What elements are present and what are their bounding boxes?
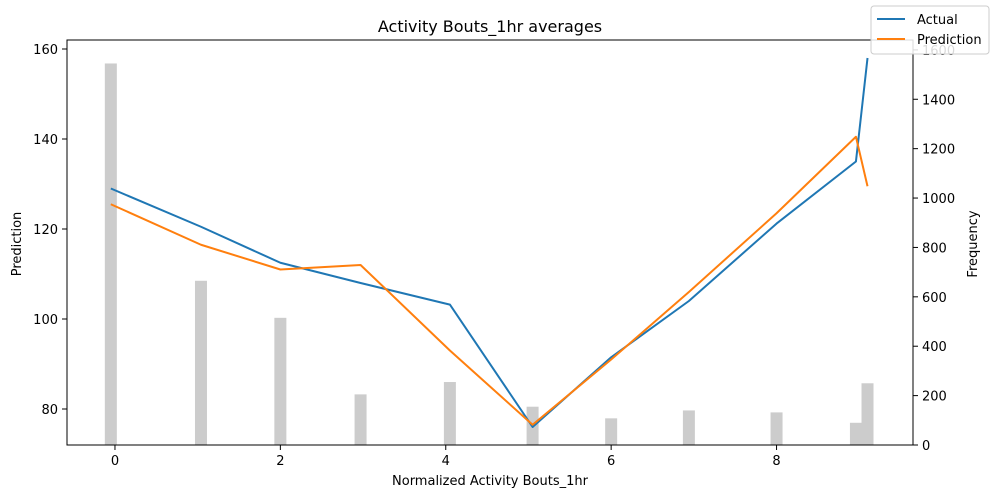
x-tick-label: 4: [442, 454, 450, 469]
chart-title: Activity Bouts_1hr averages: [378, 17, 602, 37]
plot-frame: [66, 39, 914, 446]
y-tick-label: 120: [33, 223, 58, 238]
y-axis-ticks: 80 100 120 140 160: [33, 43, 67, 418]
x-tick-label: 0: [111, 454, 119, 469]
legend-label-actual: Actual: [917, 13, 958, 28]
histogram-bar: [605, 418, 618, 445]
histogram-bar: [443, 382, 456, 445]
x-axis-title: Normalized Activity Bouts_1hr: [392, 474, 589, 489]
series-line-actual: [110, 57, 869, 428]
histogram-bar: [354, 394, 367, 445]
y-tick-label: 80: [41, 403, 58, 418]
histogram-bars: [104, 63, 874, 446]
y2-tick-label: 600: [922, 291, 947, 306]
histogram-bar: [104, 63, 117, 446]
x-tick-label: 2: [276, 454, 284, 469]
y2-tick-label: 800: [922, 241, 947, 256]
y2-tick-label: 1000: [922, 192, 955, 207]
legend-label-prediction: Prediction: [917, 33, 982, 48]
y-axis-title: Prediction: [10, 212, 25, 277]
histogram-bar: [770, 412, 783, 445]
y-tick-label: 100: [33, 313, 58, 328]
y2-tick-label: 400: [922, 340, 947, 355]
y2-axis-title: Frequency: [966, 210, 981, 277]
y-tick-label: 160: [33, 43, 58, 58]
series-line-prediction: [110, 135, 869, 426]
x-axis-ticks: 0 2 4 6 8: [111, 445, 781, 469]
histogram-bar: [861, 383, 874, 445]
histogram-bar: [274, 317, 287, 445]
x-tick-label: 8: [772, 454, 780, 469]
y2-tick-label: 1400: [922, 93, 955, 108]
legend: Actual Prediction: [870, 5, 990, 55]
x-tick-label: 6: [607, 454, 615, 469]
y2-tick-label: 200: [922, 390, 947, 405]
histogram-bar: [682, 410, 695, 445]
series-lines: [110, 57, 869, 428]
y2-tick-label: 0: [922, 439, 930, 454]
y-tick-label: 140: [33, 133, 58, 148]
y2-axis-ticks: 02004006008001000120014001600: [913, 44, 955, 454]
histogram-bar: [194, 280, 207, 445]
histogram-bar: [849, 422, 862, 445]
y2-tick-label: 1200: [922, 143, 955, 158]
